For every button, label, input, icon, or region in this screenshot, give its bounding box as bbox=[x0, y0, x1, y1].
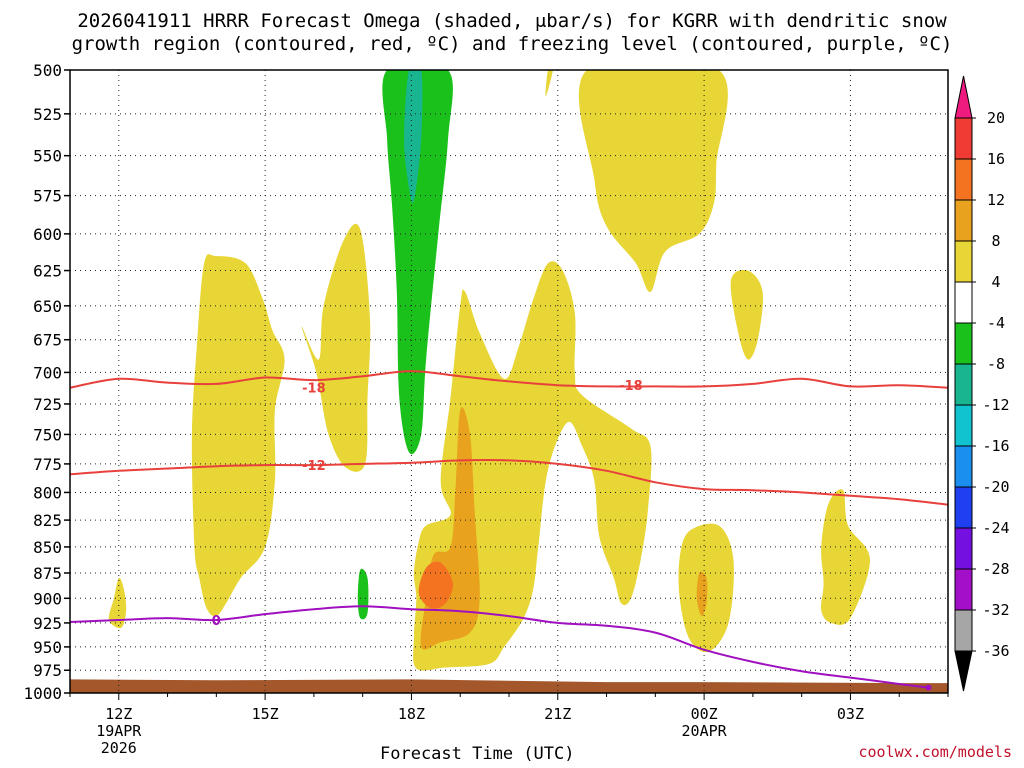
colorbar-swatch bbox=[954, 486, 973, 529]
x-tick-sublabel: 2026 bbox=[101, 739, 137, 757]
y-tick-label: 900 bbox=[33, 589, 62, 608]
colorbar-swatch bbox=[954, 404, 973, 447]
chart-title-line-1: 2026041911 HRRR Forecast Omega (shaded, … bbox=[77, 10, 947, 32]
omega-region-teal-core bbox=[404, 70, 423, 204]
omega-region-green-main bbox=[382, 70, 453, 455]
y-tick-label: 975 bbox=[33, 661, 62, 680]
omega-region-yellow-right-1 bbox=[730, 269, 764, 360]
y-tick-label: 825 bbox=[33, 511, 62, 530]
y-tick-label: 775 bbox=[33, 455, 62, 474]
dendritic-contour-1-label-2: -18 bbox=[619, 379, 643, 394]
y-tick-label: 1000 bbox=[23, 684, 62, 703]
terrain-fill bbox=[70, 679, 948, 693]
colorbar-swatch bbox=[954, 117, 973, 160]
y-tick-label: 725 bbox=[33, 395, 62, 414]
colorbar-swatch bbox=[954, 199, 973, 242]
colorbar-swatch bbox=[954, 363, 973, 406]
colorbar-label: 20 bbox=[987, 109, 1005, 127]
x-tick-sublabel: 20APR bbox=[682, 722, 728, 740]
freezing-level-label: 0 bbox=[212, 614, 221, 629]
dendritic-contour-1-line bbox=[70, 370, 948, 389]
y-tick-label: 550 bbox=[33, 147, 62, 166]
dendritic-contour-2-line bbox=[70, 459, 948, 506]
y-tick-label: 575 bbox=[33, 187, 62, 206]
y-tick-label: 800 bbox=[33, 483, 62, 502]
colorbar-swatch bbox=[954, 240, 973, 283]
freezing-level-line bbox=[70, 605, 929, 689]
y-tick-label: 700 bbox=[33, 363, 62, 382]
colorbar-label: -24 bbox=[982, 519, 1009, 537]
x-axis-label: Forecast Time (UTC) bbox=[380, 744, 575, 764]
colorbar-swatch bbox=[954, 158, 973, 201]
x-tick-label: 21Z bbox=[544, 705, 571, 723]
y-tick-label: 600 bbox=[33, 225, 62, 244]
y-tick-label: 675 bbox=[33, 331, 62, 350]
y-tick-label: 650 bbox=[33, 297, 62, 316]
omega-region-yellow-2 bbox=[191, 254, 285, 617]
colorbar-swatch bbox=[954, 281, 973, 324]
omega-region-dark-orange bbox=[418, 561, 453, 609]
x-tick-label: 15Z bbox=[252, 705, 279, 723]
colorbar-label: -4 bbox=[987, 314, 1005, 332]
colorbar-swatch bbox=[954, 445, 973, 488]
y-tick-label: 750 bbox=[33, 425, 62, 444]
colorbar-label: 12 bbox=[987, 191, 1005, 209]
x-tick-label: 12Z bbox=[105, 705, 132, 723]
y-tick-label: 950 bbox=[33, 638, 62, 657]
chart-title-line-2: growth region (contoured, red, ºC) and f… bbox=[71, 33, 953, 55]
dendritic-contour-2-label: -12 bbox=[302, 459, 326, 474]
colorbar-swatch bbox=[954, 527, 973, 570]
colorbar-label: 4 bbox=[991, 273, 1000, 291]
y-tick-label: 875 bbox=[33, 564, 62, 583]
colorbar-label: -8 bbox=[987, 355, 1005, 373]
x-tick-label: 03Z bbox=[837, 705, 864, 723]
dendritic-contour-1-label: -18 bbox=[302, 382, 326, 397]
colorbar-swatch bbox=[954, 609, 973, 652]
omega-region-yellow-right-2 bbox=[820, 489, 871, 625]
colorbar-label: -16 bbox=[982, 437, 1009, 455]
freezing-level-end bbox=[925, 684, 932, 691]
y-tick-label: 925 bbox=[33, 614, 62, 633]
x-tick-label: 00Z bbox=[691, 705, 718, 723]
colorbar-label: -28 bbox=[982, 560, 1009, 578]
site-credit: coolwx.com/models bbox=[858, 743, 1012, 761]
y-tick-label: 500 bbox=[33, 61, 62, 80]
omega-region-yellow-3 bbox=[301, 223, 371, 472]
colorbar-label: -20 bbox=[982, 478, 1009, 496]
omega-region-yellow-top bbox=[578, 70, 728, 292]
colorbar-label: -12 bbox=[982, 396, 1009, 414]
x-tick-sublabel: 19APR bbox=[96, 722, 142, 740]
colorbar-bottom-arrow bbox=[954, 650, 973, 692]
colorbar-label: -32 bbox=[982, 601, 1009, 619]
y-tick-label: 525 bbox=[33, 105, 62, 124]
omega-region-yellow-small-top bbox=[545, 70, 553, 97]
colorbar-swatch bbox=[954, 322, 973, 365]
colorbar-label: 8 bbox=[991, 232, 1000, 250]
colorbar-top-arrow bbox=[954, 75, 973, 119]
colorbar-swatch bbox=[954, 568, 973, 611]
y-tick-label: 850 bbox=[33, 538, 62, 557]
x-tick-label: 18Z bbox=[398, 705, 425, 723]
y-tick-label: 625 bbox=[33, 262, 62, 281]
colorbar-label: -36 bbox=[982, 642, 1009, 660]
omega-region-green-small bbox=[357, 568, 369, 620]
omega-region-yellow-1 bbox=[108, 577, 127, 629]
colorbar-label: 16 bbox=[987, 150, 1005, 168]
omega-region-orange-right bbox=[696, 571, 708, 617]
